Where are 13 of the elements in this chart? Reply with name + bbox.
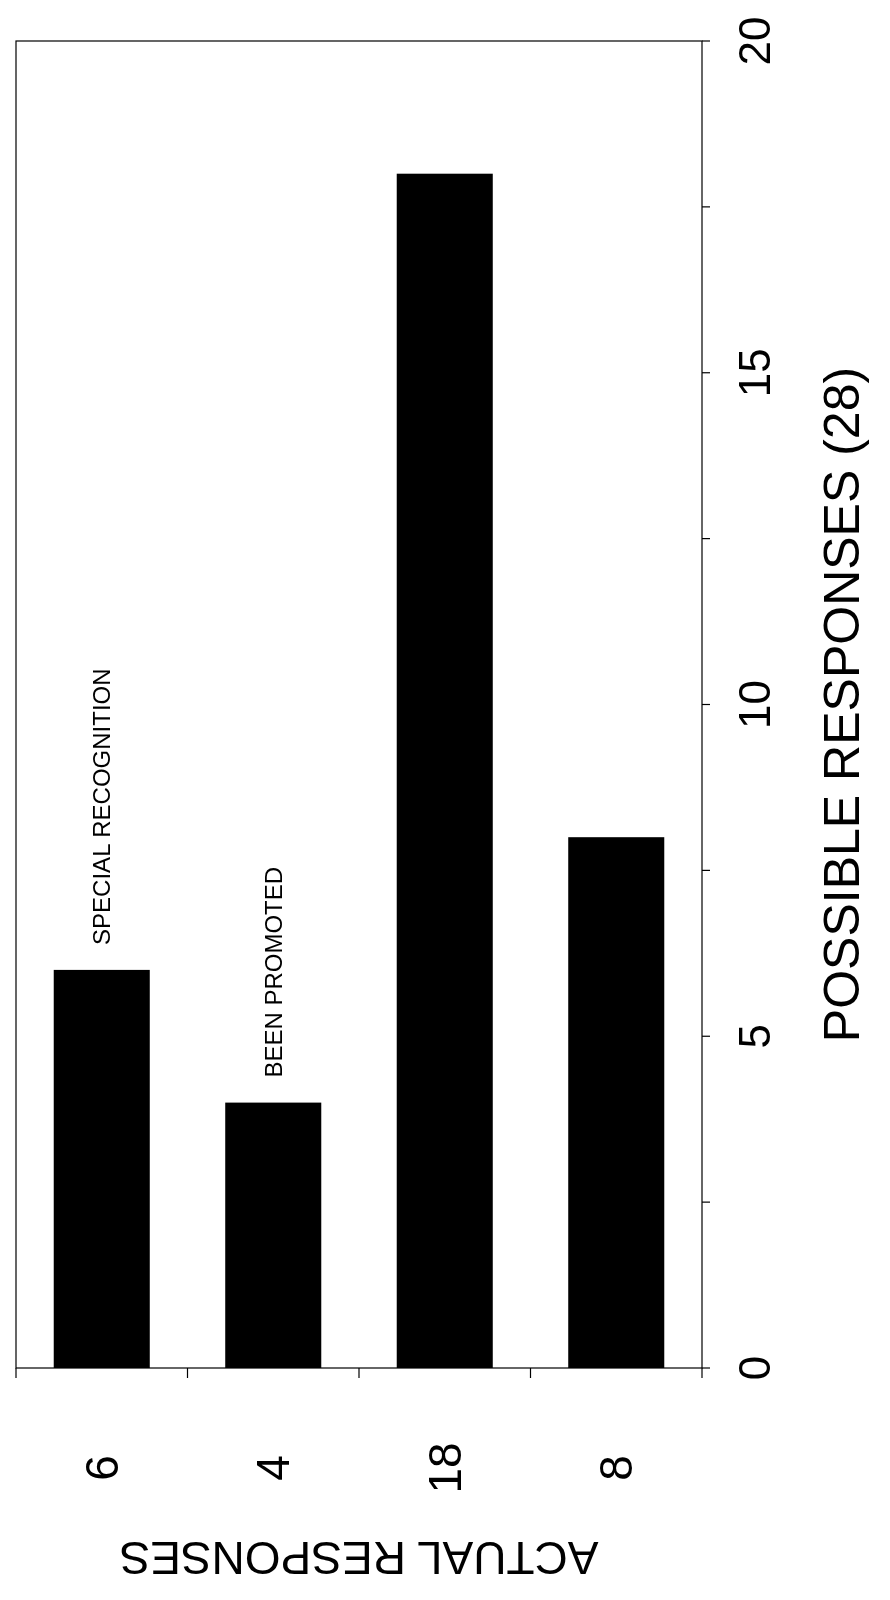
y-tick-label: 5 (729, 1024, 779, 1049)
y-axis-title: POSSIBLE RESPONSES (28) (814, 366, 870, 1043)
x-tick-label: 18 (418, 1442, 471, 1494)
y-tick-label: 10 (729, 680, 779, 729)
x-axis-title: ACTUAL RESPONSES (119, 1532, 599, 1584)
y-tick-label: 20 (729, 16, 779, 66)
x-tick-label: 4 (247, 1455, 300, 1481)
y-tick-label: 0 (729, 1355, 779, 1381)
x-tick-label: 6 (75, 1455, 128, 1481)
y-tick-label: 15 (729, 348, 779, 398)
x-tick-label: 8 (590, 1455, 643, 1481)
annotation: BEEN PROMOTED (259, 866, 287, 1078)
annotation: SPECIAL RECOGNITION (88, 668, 116, 945)
